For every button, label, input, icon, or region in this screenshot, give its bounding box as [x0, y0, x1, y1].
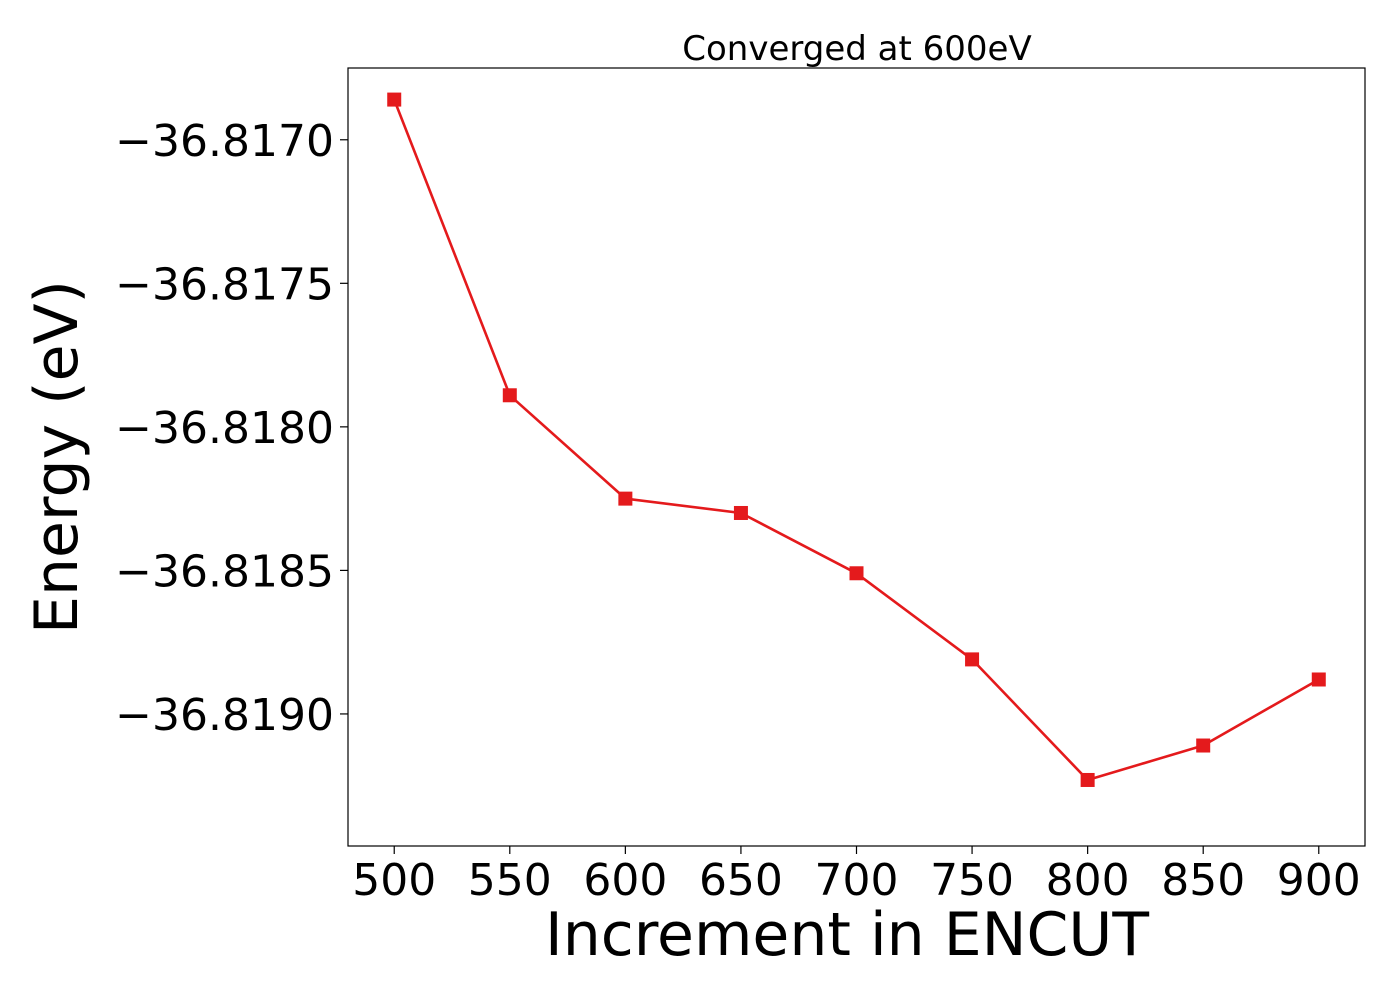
chart-title: Converged at 600eV — [682, 29, 1031, 69]
data-point-marker — [1311, 672, 1326, 687]
y-tick-label: −36.8180 — [115, 403, 334, 454]
x-axis: 500 550 600 650 700 750 800 850 900 — [352, 846, 1361, 906]
x-axis-label: Increment in ENCUT — [545, 900, 1149, 970]
x-tick-label: 650 — [699, 855, 783, 906]
y-tick-label: −36.8185 — [115, 546, 334, 597]
y-axis: −36.8170 −36.8175 −36.8180 −36.8185 −36.8190 — [115, 116, 348, 741]
x-tick-label: 850 — [1161, 855, 1245, 906]
y-tick-label: −36.8170 — [115, 116, 334, 167]
data-point-marker — [502, 388, 517, 403]
x-tick-label: 700 — [815, 855, 899, 906]
y-tick-label: −36.8175 — [115, 259, 334, 310]
x-tick-label: 750 — [930, 855, 1014, 906]
data-point-marker — [387, 92, 402, 107]
data-point-marker — [849, 566, 864, 581]
data-point-marker — [618, 491, 633, 506]
x-tick-label: 500 — [352, 855, 436, 906]
x-tick-label: 900 — [1277, 855, 1361, 906]
data-point-marker — [1080, 772, 1095, 787]
plot-area — [387, 92, 1326, 787]
data-point-marker — [1196, 738, 1211, 753]
y-axis-label: Energy (eV) — [22, 280, 92, 634]
data-point-marker — [965, 652, 980, 667]
x-tick-label: 600 — [583, 855, 667, 906]
x-tick-label: 550 — [468, 855, 552, 906]
x-tick-label: 800 — [1046, 855, 1130, 906]
data-point-marker — [733, 505, 748, 520]
y-tick-label: −36.8190 — [115, 690, 334, 741]
